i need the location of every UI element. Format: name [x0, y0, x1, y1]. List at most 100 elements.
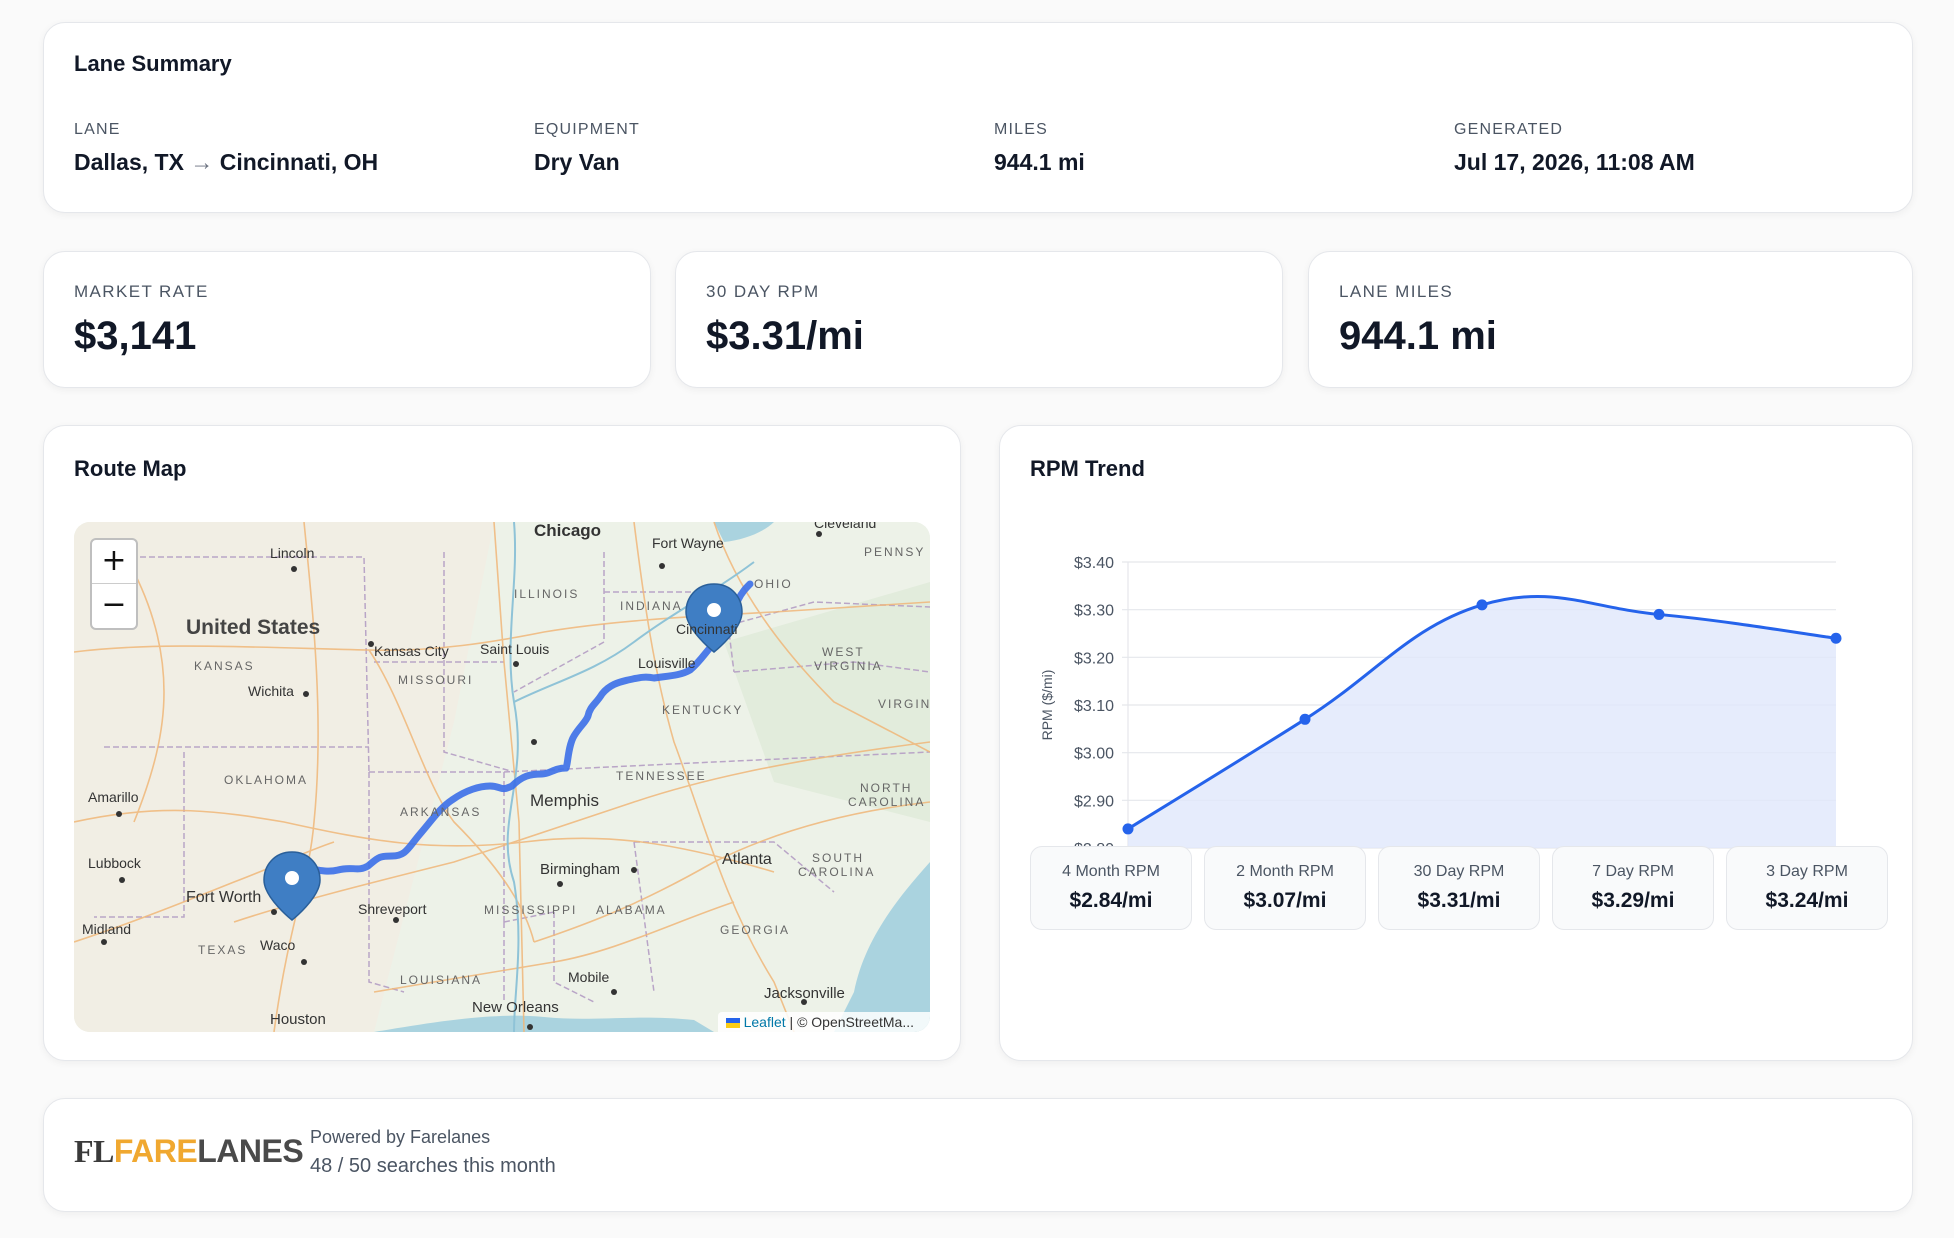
market-rate-value: $3,141 [74, 314, 197, 358]
map-label-arkansas: ARKANSAS [400, 805, 481, 819]
map-label-lincoln: Lincoln [270, 545, 314, 561]
rpm-point [1299, 713, 1311, 725]
lane-miles-label: LANE MILES [1339, 282, 1454, 301]
y-tick-label: $2.90 [1074, 793, 1114, 810]
rpm-tile-label: 4 Month RPM [1062, 863, 1160, 880]
market-rate-card: MARKET RATE $3,141 [43, 251, 651, 388]
map-label-tennessee: TENNESSEE [616, 769, 707, 783]
route-map[interactable]: Chicago Fort Wayne Cleveland Lincoln Uni… [74, 522, 930, 1032]
rpm-30-day-label: 30 DAY RPM [706, 282, 820, 301]
arrow-right-icon: → [190, 149, 214, 175]
rpm-tile: 4 Month RPM $2.84/mi [1030, 846, 1192, 930]
y-axis-label: RPM ($/mi) [1039, 670, 1055, 741]
map-label-virginia-w: VIRGINIA [814, 659, 883, 673]
ukraine-flag-icon [725, 1018, 740, 1028]
map-label-houston: Houston [270, 1011, 326, 1028]
rpm-tile: 7 Day RPM $3.29/mi [1552, 846, 1714, 930]
destination-pin [685, 583, 743, 653]
zoom-out-button[interactable]: − [101, 587, 127, 622]
rpm-point [1122, 823, 1134, 835]
rpm-tile-value: $3.29/mi [1591, 889, 1675, 912]
farelanes-logo: FLFARELANES [74, 1133, 304, 1170]
map-label-carolina-n: CAROLINA [848, 795, 925, 809]
lane-value: Dallas, TX → Cincinnati, OH [74, 149, 378, 176]
map-label-atlanta: Atlanta [722, 851, 772, 868]
map-label-mobile: Mobile [568, 969, 609, 985]
y-tick-label: $3.10 [1074, 698, 1114, 715]
generated-label: GENERATED [1454, 121, 1564, 138]
generated-value: Jul 17, 2026, 11:08 AM [1454, 149, 1695, 175]
y-tick-label: $3.40 [1074, 555, 1114, 572]
rpm-trend-card: RPM Trend $3.40 $3.30 $3.20 $3.10 $3.00 $2.90… [999, 425, 1913, 1061]
map-label-georgia: GEORGIA [720, 923, 790, 937]
miles-value: 944.1 mi [994, 149, 1085, 175]
map-label-chicago: Chicago [534, 522, 601, 540]
rpm-area [1128, 596, 1836, 848]
rpm-30-day-card: 30 DAY RPM $3.31/mi [675, 251, 1283, 388]
map-attribution: Leaflet | © OpenStreetMa... [717, 1012, 930, 1032]
map-label-birmingham: Birmingham [540, 861, 620, 878]
rpm-tile: 3 Day RPM $3.24/mi [1726, 846, 1888, 930]
logo-mark: FL [74, 1133, 114, 1169]
lane-destination: Cincinnati, OH [219, 149, 379, 175]
lane-label: LANE [74, 121, 121, 138]
generated-field: GENERATED Jul 17, 2026, 11:08 AM [1454, 121, 1695, 176]
route-map-title: Route Map [74, 456, 187, 481]
map-label-amarillo: Amarillo [88, 789, 139, 805]
map-tiles: Chicago Fort Wayne Cleveland Lincoln Uni… [74, 522, 930, 1032]
map-label-illinois: ILLINOIS [514, 587, 579, 601]
rpm-30-day-value: $3.31/mi [706, 314, 864, 358]
route-map-card: Route Map [43, 425, 961, 1061]
map-label-mississippi: MISSISSIPPI [484, 903, 577, 917]
map-label-alabama: ALABAMA [596, 903, 667, 917]
equipment-field: EQUIPMENT Dry Van [534, 121, 640, 176]
y-tick-label: $3.30 [1074, 603, 1114, 620]
rpm-trend-chart: $3.40$3.30$3.20$3.10$3.00$2.90$2.80RPM (… [1039, 555, 1879, 882]
map-label-memphis: Memphis [530, 791, 599, 810]
map-label-fort-wayne: Fort Wayne [652, 535, 724, 551]
powered-by-text: Powered by Farelanes [310, 1127, 491, 1147]
y-tick-label: $3.20 [1074, 650, 1114, 667]
map-label-kansas: KANSAS [194, 659, 255, 673]
logo-fare: FARE [113, 1133, 198, 1169]
rpm-point [1653, 608, 1665, 620]
map-label-ohio: OHIO [754, 577, 793, 591]
rpm-tile-value: $3.31/mi [1417, 889, 1501, 912]
lane-summary-card: Lane Summary LANE Dallas, TX → Cincinnat… [43, 22, 1913, 213]
map-label-united-states: United States [186, 616, 320, 639]
equipment-label: EQUIPMENT [534, 121, 640, 138]
map-label-saint-louis: Saint Louis [480, 641, 549, 657]
map-label-missouri: MISSOURI [398, 673, 473, 687]
rpm-point [1476, 599, 1488, 611]
map-label-cincinnati: Cincinnati [676, 621, 737, 637]
map-label-jacksonville: Jacksonville [764, 985, 845, 1002]
map-label-virginia: VIRGIN [878, 697, 930, 711]
map-label-texas: TEXAS [198, 943, 247, 957]
miles-label: MILES [994, 121, 1049, 138]
lane-miles-value: 944.1 mi [1339, 314, 1497, 358]
logo-lanes: LANES [197, 1133, 304, 1169]
zoom-in-button[interactable]: + [92, 540, 136, 584]
rpm-tile-label: 7 Day RPM [1592, 863, 1674, 880]
rpm-tile: 30 Day RPM $3.31/mi [1378, 846, 1540, 930]
map-label-new-orleans: New Orleans [472, 999, 559, 1016]
rpm-tile-value: $2.84/mi [1069, 889, 1153, 912]
map-label-kentucky: KENTUCKY [662, 703, 743, 717]
y-tick-label: $3.00 [1074, 746, 1114, 763]
map-label-kansas-city: Kansas City [374, 643, 449, 659]
equipment-value: Dry Van [534, 149, 620, 175]
map-label-north: NORTH [860, 781, 912, 795]
zoom-control: + − [90, 538, 138, 630]
rpm-point [1830, 632, 1842, 644]
leaflet-link[interactable]: Leaflet [743, 1014, 786, 1030]
map-label-shreveport: Shreveport [358, 901, 427, 917]
rpm-trend-title: RPM Trend [1030, 456, 1145, 481]
usage-text: 48 / 50 searches this month [310, 1155, 556, 1177]
rpm-tile-label: 30 Day RPM [1413, 863, 1505, 880]
map-label-fort-worth: Fort Worth [186, 889, 261, 906]
map-label-wichita: Wichita [248, 683, 294, 699]
lane-miles-card: LANE MILES 944.1 mi [1308, 251, 1913, 388]
osm-attribution: | © OpenStreetMa... [785, 1014, 914, 1030]
rpm-tile-label: 3 Day RPM [1766, 863, 1848, 880]
miles-field: MILES 944.1 mi [994, 121, 1085, 176]
